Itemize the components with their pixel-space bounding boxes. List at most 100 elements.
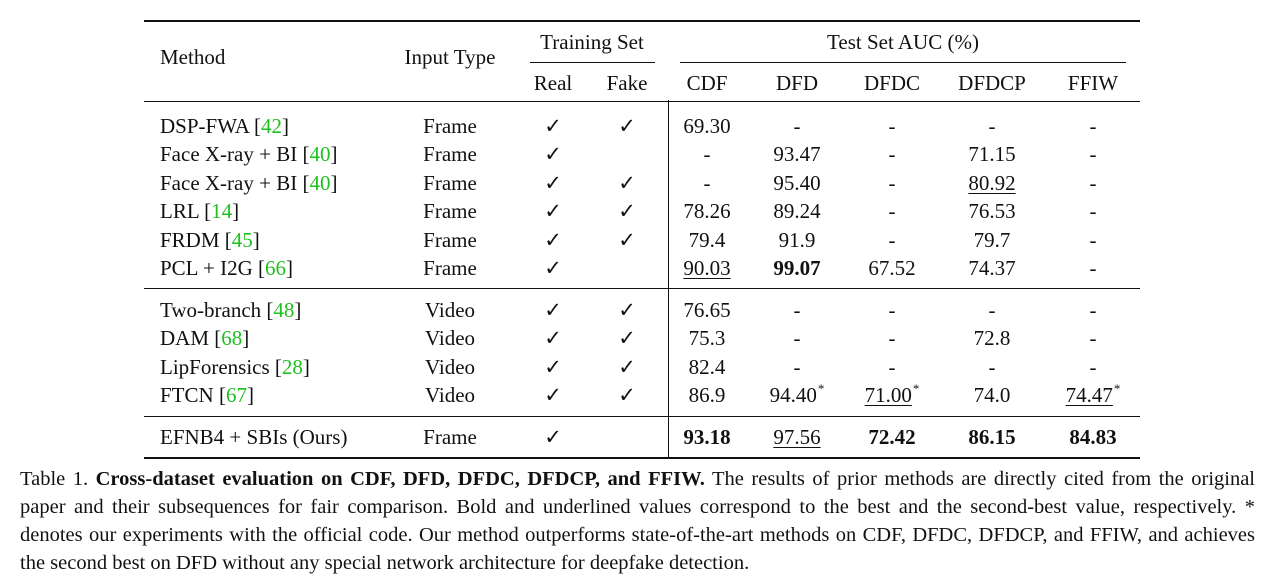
cell-fake: ✓	[618, 355, 636, 379]
caption-label: Table 1.	[20, 468, 96, 490]
cell-fake: ✓	[618, 228, 636, 252]
citation-link[interactable]: 14	[211, 199, 233, 223]
cell-cdf: 76.65	[683, 298, 731, 322]
cell-dfdcp: 80.92	[968, 171, 1016, 195]
group-separator-rule	[144, 288, 1140, 289]
header-dfdcp: DFDCP	[958, 71, 1026, 95]
cell-dfdc: 72.42	[868, 425, 916, 449]
cell-cdf: 78.26	[683, 199, 731, 223]
cell-real: ✓	[544, 256, 562, 280]
cell-dfdcp: 76.53	[968, 199, 1016, 223]
cell-cdf: 79.4	[688, 228, 726, 252]
method-label: DAM	[160, 326, 215, 350]
citation-link[interactable]: 68	[221, 326, 243, 350]
method-label: PCL + I2G	[160, 256, 258, 280]
cell-input: Video	[424, 298, 476, 322]
ours-separator-rule	[144, 416, 1140, 417]
method-name: Face X-ray + BI [40]	[160, 171, 338, 195]
cell-fake: ✓	[618, 326, 636, 350]
cell-dfdc: 67.52	[868, 256, 916, 280]
cell-real: ✓	[544, 199, 562, 223]
training-set-cmidrule	[530, 62, 655, 63]
citation-link[interactable]: 45	[231, 228, 253, 252]
cell-real: ✓	[544, 425, 562, 449]
method-label: FTCN	[160, 383, 219, 407]
cell-dfd: -	[793, 326, 801, 350]
cell-cdf: 69.30	[683, 114, 731, 138]
cell-ffiw: -	[1089, 199, 1097, 223]
method-name: LRL [14]	[160, 199, 240, 223]
cell-dfdc: -	[888, 355, 896, 379]
cell-dfdc: 71.00*	[864, 381, 920, 407]
test-set-cmidrule	[680, 62, 1126, 63]
method-name: Face X-ray + BI [40]	[160, 142, 338, 166]
cell-input: Video	[424, 383, 476, 407]
asterisk-mark: *	[912, 381, 920, 396]
citation-link[interactable]: 28	[281, 355, 303, 379]
cell-dfdcp: -	[988, 298, 996, 322]
cell-input: Frame	[423, 199, 477, 223]
citation-link[interactable]: 42	[260, 114, 282, 138]
caption-body: The results of prior methods are directl…	[20, 468, 1256, 574]
cell-dfdcp: -	[988, 114, 996, 138]
cell-dfdcp: 74.0	[973, 383, 1011, 407]
method-label: Face X-ray + BI	[160, 171, 303, 195]
cell-ffiw: 74.47*	[1065, 381, 1121, 407]
header-test-auc: Test Set AUC (%)	[827, 30, 979, 54]
method-name: EFNB4 + SBIs (Ours)	[160, 425, 347, 449]
method-label: LRL	[160, 199, 205, 223]
cell-cdf: 93.18	[683, 425, 731, 449]
header-bottom-rule	[144, 101, 1140, 102]
cell-ffiw: -	[1089, 228, 1097, 252]
header-training-set: Training Set	[540, 30, 644, 54]
cell-fake: ✓	[618, 298, 636, 322]
header-cdf: CDF	[686, 71, 728, 95]
cell-fake: ✓	[618, 199, 636, 223]
cell-ffiw: -	[1089, 256, 1097, 280]
cell-real: ✓	[544, 326, 562, 350]
citation-link[interactable]: 40	[309, 171, 331, 195]
cell-input: Video	[424, 355, 476, 379]
header-fake: Fake	[606, 71, 648, 95]
cell-cdf: 90.03	[683, 256, 731, 280]
method-name: DAM [68]	[160, 326, 250, 350]
header-input-type: Input Type	[404, 45, 496, 69]
header-real: Real	[533, 71, 573, 95]
method-name: FRDM [45]	[160, 228, 260, 252]
cell-input: Frame	[423, 425, 477, 449]
citation-link[interactable]: 66	[265, 256, 286, 280]
cell-fake: ✓	[618, 114, 636, 138]
cell-cdf: -	[703, 171, 711, 195]
method-label: DSP-FWA	[160, 114, 254, 138]
citation-link[interactable]: 67	[225, 383, 247, 407]
cell-cdf: 86.9	[688, 383, 726, 407]
cell-cdf: 75.3	[688, 326, 726, 350]
column-separator	[668, 100, 669, 458]
cell-dfdcp: 79.7	[973, 228, 1011, 252]
citation-link[interactable]: 40	[309, 142, 331, 166]
cell-input: Frame	[423, 114, 477, 138]
cell-real: ✓	[544, 171, 562, 195]
cell-ffiw: -	[1089, 171, 1097, 195]
cell-real: ✓	[544, 228, 562, 252]
method-name: DSP-FWA [42]	[160, 114, 289, 138]
cell-dfd: 99.07	[773, 256, 821, 280]
cell-input: Frame	[423, 171, 477, 195]
cell-dfd: -	[793, 298, 801, 322]
method-name: PCL + I2G [66]	[160, 256, 293, 280]
citation-link[interactable]: 48	[273, 298, 295, 322]
method-label: FRDM	[160, 228, 225, 252]
table-caption: Table 1. Cross-dataset evaluation on CDF…	[20, 465, 1255, 577]
cell-dfd: 97.56	[773, 425, 821, 449]
cell-input: Video	[424, 326, 476, 350]
cell-dfdcp: 72.8	[973, 326, 1011, 350]
cell-dfd: 91.9	[778, 228, 816, 252]
cell-dfdc: -	[888, 171, 896, 195]
cell-dfdcp: -	[988, 355, 996, 379]
cell-dfdc: -	[888, 298, 896, 322]
cell-ffiw: -	[1089, 114, 1097, 138]
cell-dfdc: -	[888, 228, 896, 252]
cell-input: Frame	[423, 228, 477, 252]
cell-dfd: -	[793, 114, 801, 138]
header-dfd: DFD	[775, 71, 819, 95]
